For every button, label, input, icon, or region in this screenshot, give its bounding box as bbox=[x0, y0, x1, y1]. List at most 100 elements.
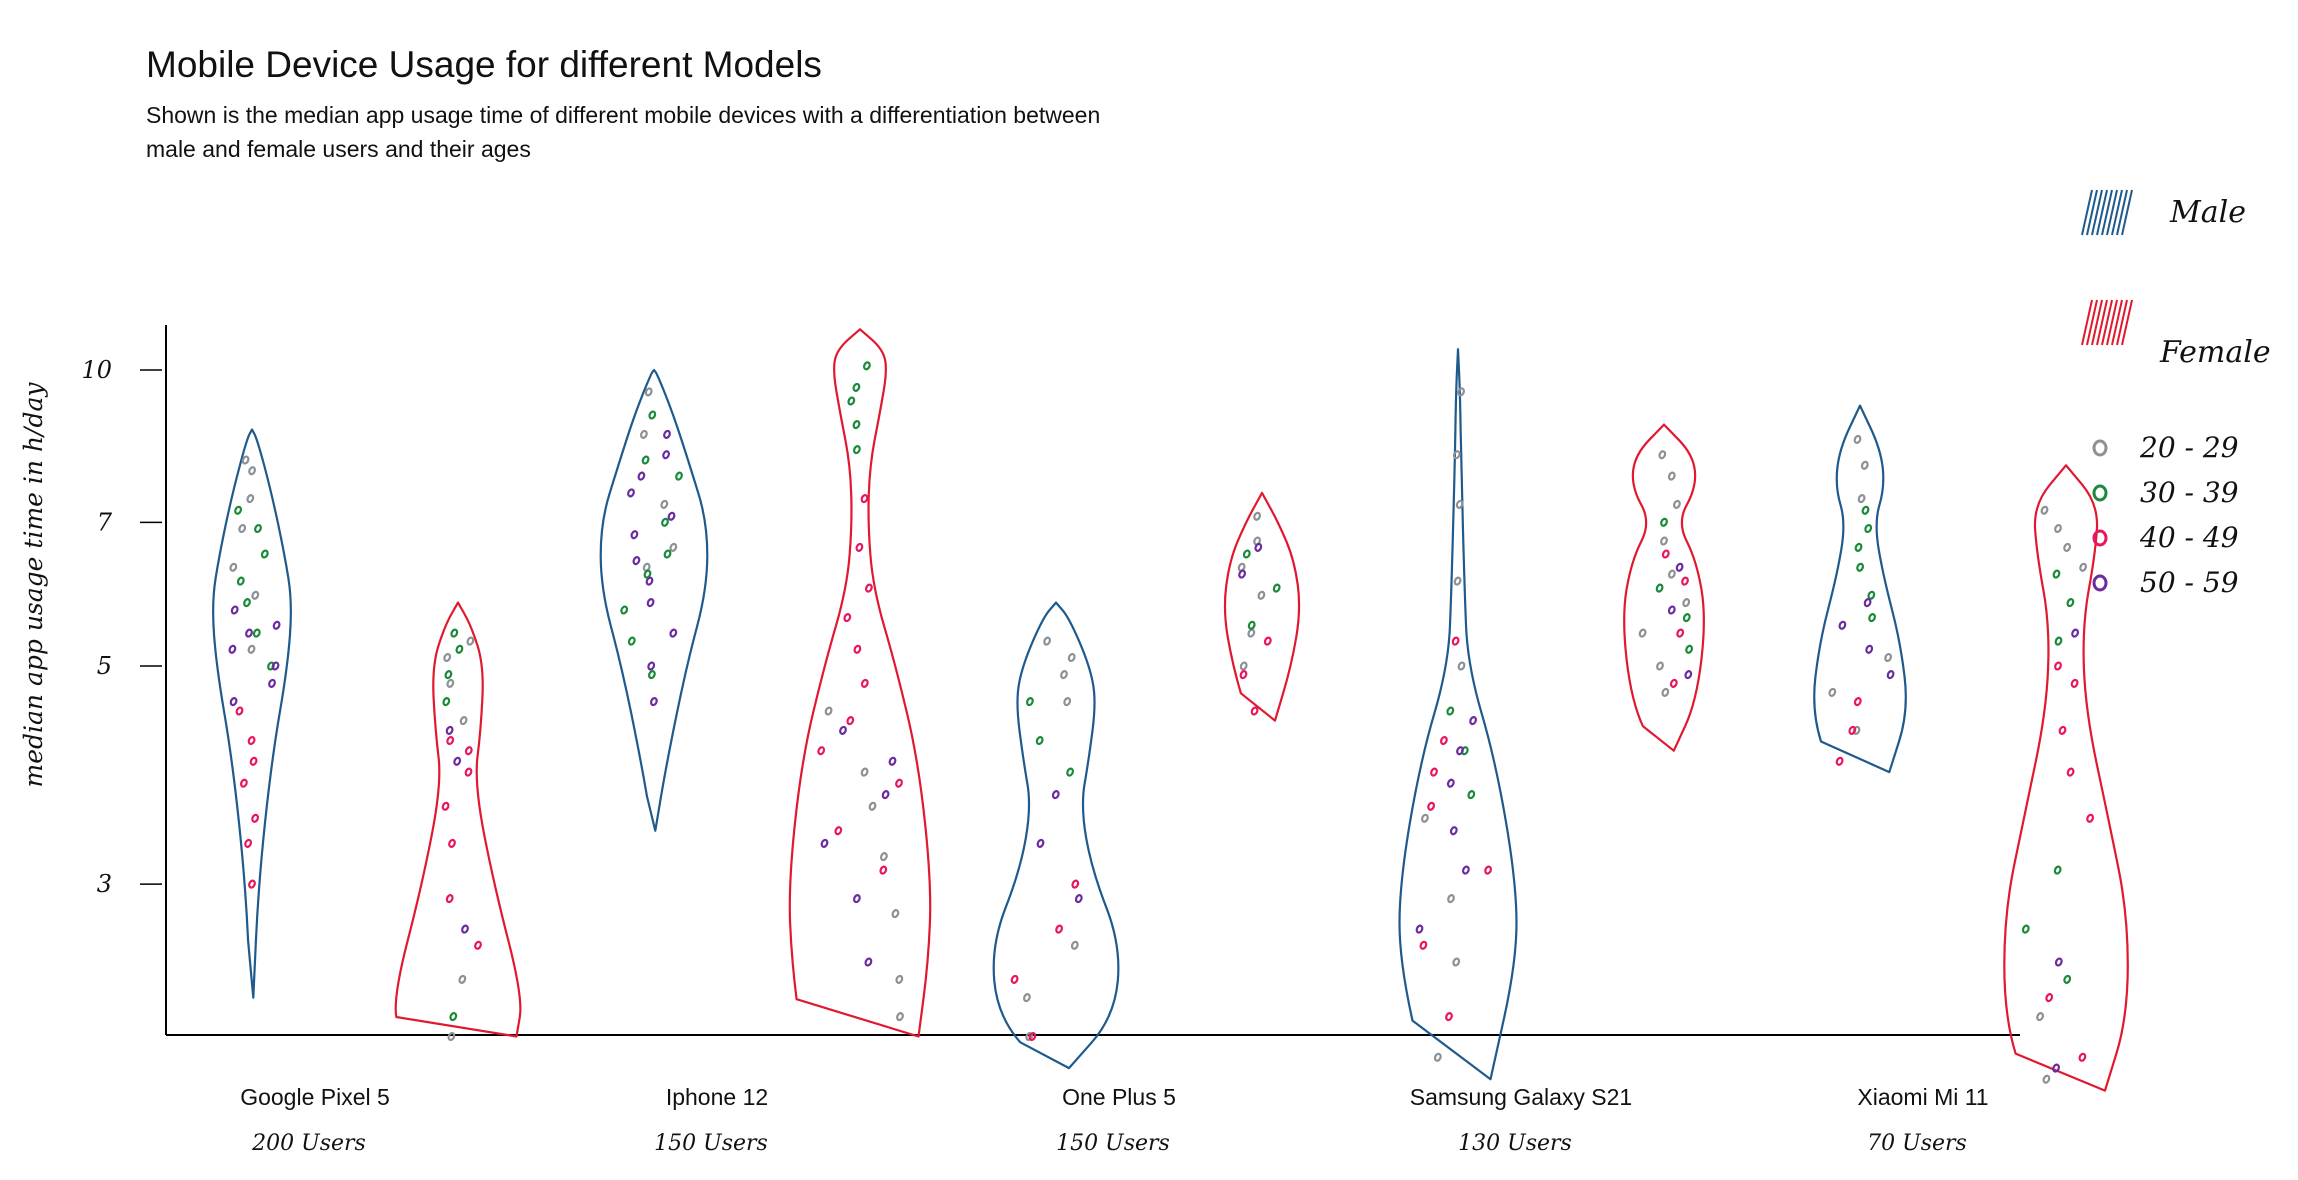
age-point-50-59 bbox=[1865, 644, 1874, 654]
age-point-40-49 bbox=[1484, 865, 1493, 875]
age-point-20-29 bbox=[1828, 687, 1837, 697]
age-point-20-29 bbox=[1638, 628, 1647, 638]
y-tick-label: 10 bbox=[81, 356, 112, 384]
age-point-50-59 bbox=[1684, 670, 1693, 680]
age-point-30-39 bbox=[234, 505, 243, 515]
age-point-30-39 bbox=[1655, 583, 1664, 593]
age-point-30-39 bbox=[847, 396, 856, 406]
age-point-20-29 bbox=[248, 466, 257, 476]
violin-female bbox=[788, 328, 932, 1038]
age-point-50-59 bbox=[1456, 746, 1464, 756]
violins bbox=[212, 328, 2129, 1092]
age-point-20-29 bbox=[1433, 1052, 1442, 1062]
age-point-50-59 bbox=[1886, 670, 1895, 680]
age-point-40-49 bbox=[895, 778, 903, 788]
age-point-30-39 bbox=[1242, 549, 1251, 559]
age-point-30-39 bbox=[236, 576, 245, 586]
age-point-30-39 bbox=[455, 644, 464, 654]
age-point-20-29 bbox=[1043, 636, 1052, 646]
x-labels: Google Pixel 5 200 Users Iphone 12 150 User… bbox=[240, 1084, 1988, 1156]
violin-female bbox=[1623, 423, 1705, 752]
age-point-50-59 bbox=[271, 661, 280, 671]
age-point-50-59 bbox=[627, 488, 635, 498]
age-point-40-49 bbox=[853, 644, 862, 654]
age-point-50-59 bbox=[1838, 620, 1847, 630]
age-point-50-59 bbox=[662, 450, 671, 460]
age-point-20-29 bbox=[1452, 450, 1461, 460]
age-point-30-39 bbox=[450, 628, 459, 638]
age-point-20-29 bbox=[891, 909, 900, 919]
age-point-40-49 bbox=[1250, 706, 1259, 716]
age-point-20-29 bbox=[2054, 523, 2062, 534]
violin-male bbox=[1813, 404, 1907, 774]
age-point-20-29 bbox=[458, 974, 467, 984]
age-point-30-39 bbox=[2054, 636, 2063, 646]
age-point-20-29 bbox=[241, 455, 250, 465]
age-point-20-29 bbox=[1667, 569, 1676, 579]
age-point-40-49 bbox=[1439, 735, 1448, 746]
age-point-20-29 bbox=[1682, 598, 1691, 608]
user-count-label: 200 Users bbox=[251, 1131, 366, 1156]
age-point-40-49 bbox=[2066, 767, 2075, 777]
age-point-50-59 bbox=[2052, 1063, 2061, 1073]
age-point-20-29 bbox=[2036, 1012, 2045, 1022]
age-point-50-59 bbox=[839, 725, 847, 735]
age-point-40-49 bbox=[251, 813, 260, 823]
age-point-20-29 bbox=[1239, 661, 1248, 671]
violin-female bbox=[394, 601, 522, 1038]
age-point-20-29 bbox=[247, 644, 256, 654]
violin-female bbox=[1223, 491, 1301, 722]
age-point-40-49 bbox=[464, 767, 473, 777]
age-point-50-59 bbox=[228, 644, 237, 654]
age-point-50-59 bbox=[453, 756, 462, 766]
age-point-20-29 bbox=[446, 678, 455, 688]
age-point-40-49 bbox=[1010, 974, 1019, 984]
age-point-40-49 bbox=[1669, 678, 1678, 688]
user-count-label: 130 Users bbox=[1458, 1131, 1572, 1156]
age-point-30-39 bbox=[1861, 505, 1870, 515]
legend-age-marker bbox=[2092, 484, 2108, 502]
age-point-30-39 bbox=[1467, 790, 1476, 800]
age-point-20-29 bbox=[669, 542, 678, 552]
age-point-40-49 bbox=[1848, 725, 1857, 735]
x-tick-label: Xiaomi Mi 11 bbox=[1857, 1084, 1988, 1110]
age-point-20-29 bbox=[824, 706, 833, 716]
age-point-20-29 bbox=[2063, 542, 2072, 552]
age-point-50-59 bbox=[1238, 569, 1247, 579]
age-point-20-29 bbox=[251, 590, 260, 600]
legend-age-label: 40 - 49 bbox=[2139, 521, 2239, 554]
age-point-30-39 bbox=[1066, 767, 1075, 777]
age-point-40-49 bbox=[1419, 940, 1428, 950]
age-point-20-29 bbox=[238, 523, 247, 534]
age-point-20-29 bbox=[1067, 652, 1076, 663]
age-point-50-59 bbox=[881, 790, 890, 800]
age-point-30-39 bbox=[1035, 735, 1044, 746]
age-point-50-59 bbox=[1036, 838, 1045, 848]
age-point-30-39 bbox=[2021, 924, 2030, 934]
age-point-40-49 bbox=[2058, 725, 2067, 735]
y-tick-label: 7 bbox=[97, 508, 113, 536]
age-point-50-59 bbox=[1415, 924, 1424, 934]
legend-female-label: Female bbox=[2159, 335, 2271, 370]
age-point-40-49 bbox=[817, 746, 826, 756]
legend-age-marker bbox=[2092, 574, 2108, 592]
age-point-30-39 bbox=[641, 455, 650, 465]
age-point-50-59 bbox=[646, 598, 655, 608]
age-point-20-29 bbox=[1857, 494, 1866, 504]
age-point-50-59 bbox=[245, 628, 253, 638]
age-point-20-29 bbox=[1453, 576, 1462, 586]
age-point-30-39 bbox=[1685, 644, 1694, 654]
age-point-20-29 bbox=[459, 716, 468, 726]
age-point-30-39 bbox=[620, 605, 629, 615]
age-point-40-49 bbox=[1239, 670, 1248, 680]
age-point-50-59 bbox=[888, 756, 897, 766]
age-point-50-59 bbox=[852, 894, 861, 904]
legend: Male Female 20 - 29 30 - 39 40 - 49 50 - 59 bbox=[2081, 189, 2271, 599]
age-point-40-49 bbox=[864, 583, 873, 593]
violin-female bbox=[2003, 464, 2129, 1092]
age-point-50-59 bbox=[229, 697, 238, 707]
age-point-20-29 bbox=[860, 767, 869, 777]
age-points bbox=[228, 361, 2095, 1084]
age-point-20-29 bbox=[1247, 628, 1256, 638]
age-point-40-49 bbox=[247, 735, 256, 746]
